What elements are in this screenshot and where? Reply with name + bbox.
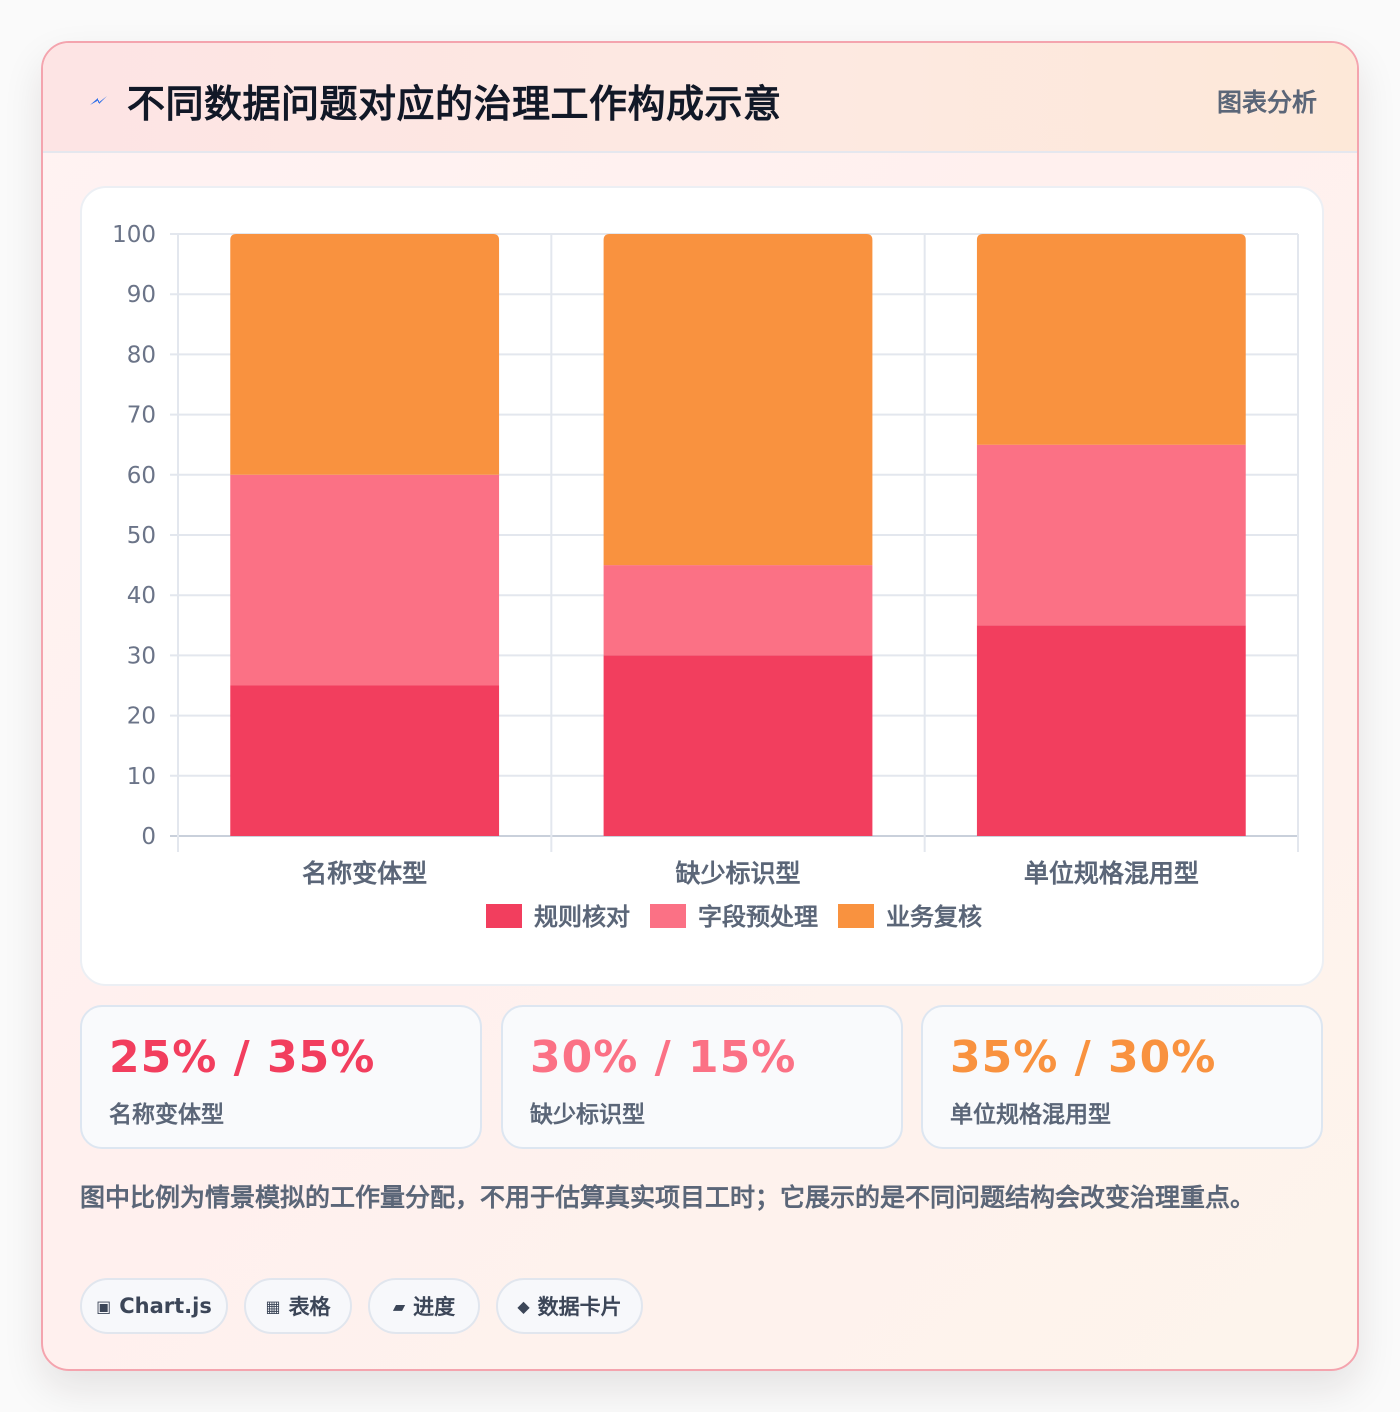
pill-label: 表格 [288, 1295, 331, 1319]
page-title: 不同数据问题对应的治理工作构成示意 [127, 82, 782, 126]
table-icon: ▦ [265, 1296, 281, 1316]
bar-segment [976, 234, 1246, 445]
stat-card-3: 35% / 30% 单位规格混用型 [921, 1005, 1323, 1149]
y-tick-label: 0 [141, 824, 156, 850]
lightning-icon [90, 96, 107, 105]
x-category-label: 名称变体型 [302, 859, 427, 888]
legend-swatch [650, 904, 686, 928]
x-category-label: 缺少标识型 [675, 859, 800, 888]
card-header: 不同数据问题对应的治理工作构成示意 图表分析 [43, 43, 1357, 153]
y-tick-label: 10 [127, 764, 156, 790]
y-tick-label: 90 [127, 282, 156, 308]
card-icon: ◆ [517, 1296, 530, 1316]
pill-data-card[interactable]: ◆ 数据卡片 [496, 1278, 643, 1334]
bar-segment [230, 234, 500, 475]
chart-panel: 0 10 20 30 40 50 60 70 80 90 100 名称变体型 缺少标识型 单位规格混用型规… [80, 186, 1324, 986]
bar-segment [976, 625, 1246, 836]
pill-label: Chart.js [119, 1294, 212, 1318]
stat-card-2: 30% / 15% 缺少标识型 [501, 1005, 903, 1149]
stat-label-2: 缺少标识型 [530, 1102, 645, 1128]
y-tick-label: 80 [127, 342, 156, 368]
pill-table[interactable]: ▦ 表格 [244, 1278, 352, 1334]
progress-icon: ▰ [392, 1296, 406, 1316]
stat-value-3: 35% / 30% [950, 1032, 1217, 1083]
y-tick-label: 50 [127, 523, 156, 549]
legend-swatch [838, 904, 874, 928]
x-category-label: 单位规格混用型 [1024, 859, 1199, 888]
pill-label: 进度 [413, 1295, 456, 1319]
header-tag: 图表分析 [1216, 88, 1317, 117]
stacked-bar-chart: 0 10 20 30 40 50 60 70 80 90 100 名称变体型 缺少标识型 单位规格混用型规… [112, 222, 1299, 931]
pill-progress[interactable]: ▰ 进度 [368, 1278, 480, 1334]
pill-label: 数据卡片 [537, 1295, 622, 1319]
y-tick-label: 40 [127, 583, 156, 609]
bar-segment [976, 444, 1246, 626]
y-tick-label: 100 [112, 222, 156, 248]
stat-value-1: 25% / 35% [109, 1032, 376, 1083]
bar-segment [230, 474, 500, 686]
legend-swatch [486, 904, 522, 928]
stat-label-1: 名称变体型 [109, 1102, 224, 1128]
stat-label-3: 单位规格混用型 [950, 1102, 1111, 1128]
legend-label: 规则核对 [534, 903, 630, 931]
y-tick-label: 60 [127, 463, 156, 489]
bar-segment [603, 565, 873, 656]
chart-card: 不同数据问题对应的治理工作构成示意 图表分析 0 10 20 30 40 50 60 70 80… [41, 41, 1359, 1371]
legend-label: 业务复核 [886, 903, 982, 931]
pill-chartjs[interactable]: ▣ Chart.js [80, 1278, 228, 1334]
y-tick-label: 20 [127, 704, 156, 730]
bar-segment [603, 655, 873, 836]
stat-card-1: 25% / 35% 名称变体型 [80, 1005, 482, 1149]
y-tick-label: 30 [127, 643, 156, 669]
bar-segment [230, 685, 500, 836]
stat-value-2: 30% / 15% [530, 1032, 797, 1083]
y-tick-label: 70 [127, 403, 156, 429]
chart-icon: ▣ [96, 1296, 112, 1316]
footnote: 图中比例为情景模拟的工作量分配，不用于估算真实项目工时；它展示的是不同问题结构会… [80, 1183, 1256, 1212]
bar-segment [603, 234, 873, 566]
legend-label: 字段预处理 [698, 903, 818, 931]
